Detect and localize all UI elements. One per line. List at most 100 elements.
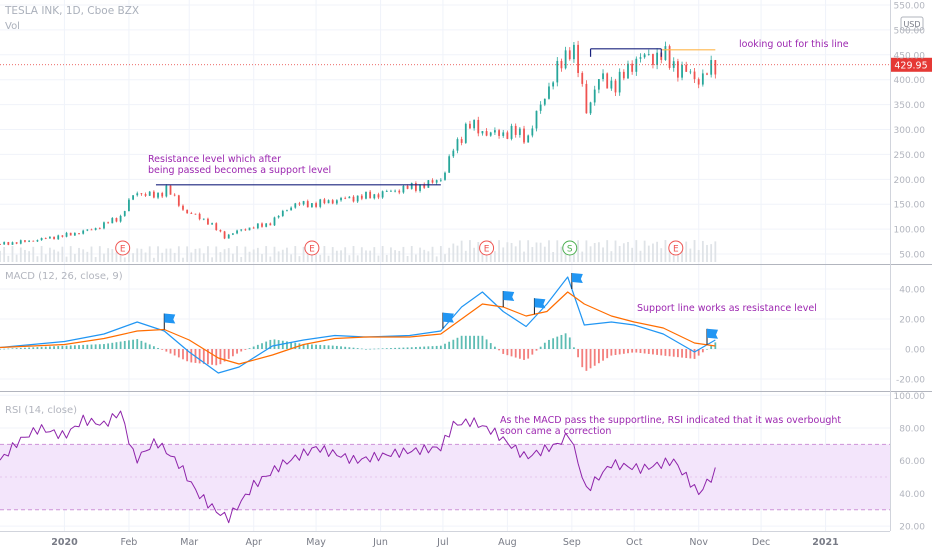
- annotation-rsi-line1[interactable]: As the MACD pass the supportline, RSI in…: [500, 415, 841, 426]
- price-candle: [223, 231, 226, 239]
- event-marker-label: E: [673, 245, 679, 255]
- price-candle: [227, 234, 230, 239]
- macd-histogram-bar: [469, 335, 471, 349]
- event-marker[interactable]: [479, 240, 495, 256]
- macd-histogram-bar: [132, 339, 134, 349]
- price-y-tick-label: 300.00: [894, 126, 926, 136]
- volume-bar: [73, 253, 76, 262]
- annotation-rsi-line2[interactable]: soon came a correction: [500, 426, 611, 437]
- macd-pane-title[interactable]: MACD (12, 26, close, 9): [5, 271, 123, 282]
- price-candle: [169, 185, 172, 195]
- price-candle: [473, 119, 476, 129]
- price-candle: [568, 50, 571, 60]
- flag-icon[interactable]: [571, 273, 583, 283]
- macd-y-tick-label: 0.00: [905, 346, 925, 356]
- macd-histogram-bar: [552, 338, 555, 349]
- macd-histogram-bar: [672, 349, 675, 357]
- macd-histogram-bar: [128, 340, 130, 349]
- volume-bar: [385, 254, 388, 262]
- x-tick-label: Oct: [626, 537, 643, 548]
- flag-icon[interactable]: [442, 312, 454, 323]
- volume-bar: [223, 249, 226, 262]
- macd-histogram-bar: [693, 349, 696, 359]
- macd-histogram-bar: [273, 339, 276, 349]
- macd-histogram-bar: [510, 349, 513, 357]
- macd-histogram-bar: [24, 347, 26, 349]
- macd-histogram-bar: [668, 349, 671, 357]
- volume-bar: [689, 248, 692, 262]
- price-candle: [302, 201, 305, 205]
- macd-histogram-bar: [535, 349, 538, 351]
- price-candle: [714, 60, 717, 75]
- price-candle: [236, 230, 238, 234]
- macd-histogram-bar: [610, 349, 613, 356]
- price-candle: [265, 223, 268, 227]
- price-candle: [548, 86, 550, 99]
- price-candle: [65, 232, 68, 237]
- event-marker[interactable]: [304, 240, 320, 256]
- annotation-resistance-line1[interactable]: Resistance level which after: [148, 154, 281, 165]
- price-candle: [597, 79, 600, 90]
- volume-bar: [173, 252, 176, 262]
- macd-histogram-bar: [448, 341, 451, 349]
- volume-bar: [103, 253, 105, 262]
- price-candle: [531, 128, 534, 136]
- flag-icon[interactable]: [707, 328, 719, 339]
- symbol-title[interactable]: TESLA INK, 1D, Cboe BZX: [4, 5, 139, 17]
- macd-histogram-bar: [111, 342, 114, 349]
- macd-histogram-bar: [73, 345, 76, 349]
- volume-bar: [444, 254, 446, 262]
- price-candle: [286, 210, 288, 212]
- price-candle: [681, 64, 683, 78]
- currency-badge[interactable]: [900, 16, 924, 31]
- volume-bar: [631, 247, 634, 262]
- price-candle: [614, 80, 617, 93]
- volume-bar: [136, 248, 139, 262]
- macd-histogram-bar: [32, 347, 35, 349]
- event-marker[interactable]: [115, 240, 131, 256]
- x-tick-label: 2021: [812, 537, 838, 548]
- volume-bar: [40, 246, 43, 262]
- price-candle: [701, 73, 704, 85]
- volume-bar: [302, 246, 305, 262]
- macd-histogram-bar: [331, 345, 334, 349]
- macd-histogram-bar: [697, 349, 700, 356]
- price-candle: [668, 46, 671, 68]
- volume-bar: [144, 252, 147, 262]
- event-marker-label: S: [567, 245, 573, 255]
- macd-histogram-bar: [244, 349, 247, 350]
- annotation-macd-note[interactable]: Support line works as resistance level: [637, 303, 817, 314]
- x-tick-label: Apr: [245, 537, 262, 548]
- price-candle: [211, 223, 214, 225]
- flag-icon[interactable]: [503, 291, 515, 301]
- price-candle: [414, 183, 417, 191]
- volume-bar: [510, 242, 513, 262]
- event-marker[interactable]: [668, 240, 684, 256]
- annotation-watch[interactable]: looking out for this line: [739, 39, 849, 50]
- flag-icon[interactable]: [534, 298, 546, 309]
- rsi-pane-title[interactable]: RSI (14, close): [5, 405, 77, 416]
- volume-bar: [681, 243, 683, 262]
- price-candle: [606, 73, 609, 89]
- macd-y-tick-label: 20.00: [899, 316, 925, 326]
- price-y-tick-label: 250.00: [894, 151, 926, 161]
- macd-histogram-bar: [444, 343, 446, 349]
- annotation-resistance-line2[interactable]: being passed becomes a support level: [148, 165, 331, 176]
- volume-bar: [710, 244, 713, 262]
- volume-bar: [236, 246, 238, 262]
- price-candle: [456, 139, 459, 151]
- price-candle: [315, 203, 317, 207]
- event-marker[interactable]: [562, 240, 578, 256]
- price-candle: [53, 236, 55, 240]
- rsi-y-tick-label: 40.00: [899, 490, 925, 500]
- macd-histogram-bar: [123, 340, 126, 349]
- flag-icon[interactable]: [164, 313, 176, 324]
- macd-histogram-bar: [564, 333, 567, 349]
- volume-bar: [61, 246, 64, 262]
- last-price-value: 429.95: [894, 60, 927, 71]
- price-candle: [664, 46, 667, 60]
- last-price-badge[interactable]: [891, 57, 932, 72]
- volume-bar: [660, 248, 663, 262]
- macd-histogram-bar: [560, 334, 563, 349]
